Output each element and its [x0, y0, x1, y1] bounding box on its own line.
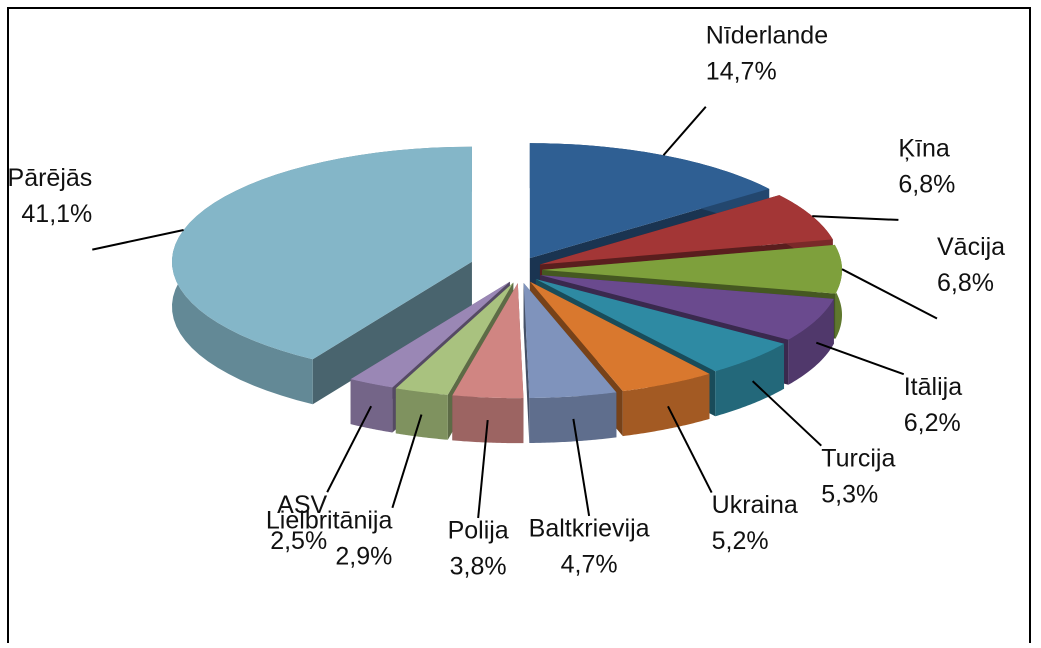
slice-label: ASV [277, 491, 327, 519]
slice [535, 279, 785, 372]
slice-label: Ukraina [712, 491, 798, 519]
slice-value-label: 4,7% [561, 551, 618, 579]
leader-line [92, 229, 184, 251]
slice-wall [788, 298, 834, 385]
slice-value-label: 14,7% [706, 57, 777, 85]
slice-value-label: 2,9% [335, 542, 392, 570]
slice-wall [529, 392, 617, 443]
slice [540, 275, 834, 340]
slice-label: Baltkrievija [529, 515, 650, 543]
leader-line [841, 268, 938, 320]
leader-line [751, 380, 822, 447]
slice [452, 283, 524, 399]
slice [523, 283, 617, 398]
slice-label: Vācija [937, 233, 1005, 261]
leader-line [662, 106, 707, 156]
slice-value-label: 6,8% [898, 171, 955, 199]
slice [395, 282, 514, 395]
slice-label: Nīderlande [706, 21, 828, 49]
leader-line [812, 215, 899, 221]
slice-wall [350, 379, 393, 433]
slice [530, 281, 710, 392]
slice-label: Ķīna [898, 135, 950, 163]
leader-line [326, 405, 373, 493]
slice [529, 143, 770, 259]
slice-label: Turcija [821, 444, 895, 472]
slice [172, 146, 472, 360]
slice [539, 195, 833, 265]
slice-label: Itālija [904, 373, 962, 401]
leader-line [667, 405, 713, 494]
slice-wall [452, 395, 524, 444]
slice-value-label: 5,2% [712, 527, 769, 555]
leader-line [477, 419, 489, 519]
slice-wall [395, 388, 448, 440]
slice [350, 281, 510, 388]
slice-value-label: 2,5% [270, 527, 327, 555]
slice-label: Pārējās [8, 164, 93, 192]
leader-line [391, 414, 423, 509]
slice-label: Polija [448, 517, 509, 545]
slice-wall [715, 343, 785, 417]
slice [541, 244, 842, 294]
slice-side [312, 261, 472, 405]
slice-wall [622, 373, 710, 437]
slice-value-label: 3,8% [450, 553, 507, 581]
slice-side [523, 283, 530, 443]
leader-line [815, 341, 905, 376]
slice-value-label: 5,3% [821, 480, 878, 508]
leader-line [572, 418, 591, 517]
slice-value-label: 6,2% [904, 409, 961, 437]
slice-label: Lielbritānija [266, 506, 393, 534]
slice-value-label: 6,8% [937, 269, 994, 297]
slice-value-label: 41,1% [21, 200, 92, 228]
